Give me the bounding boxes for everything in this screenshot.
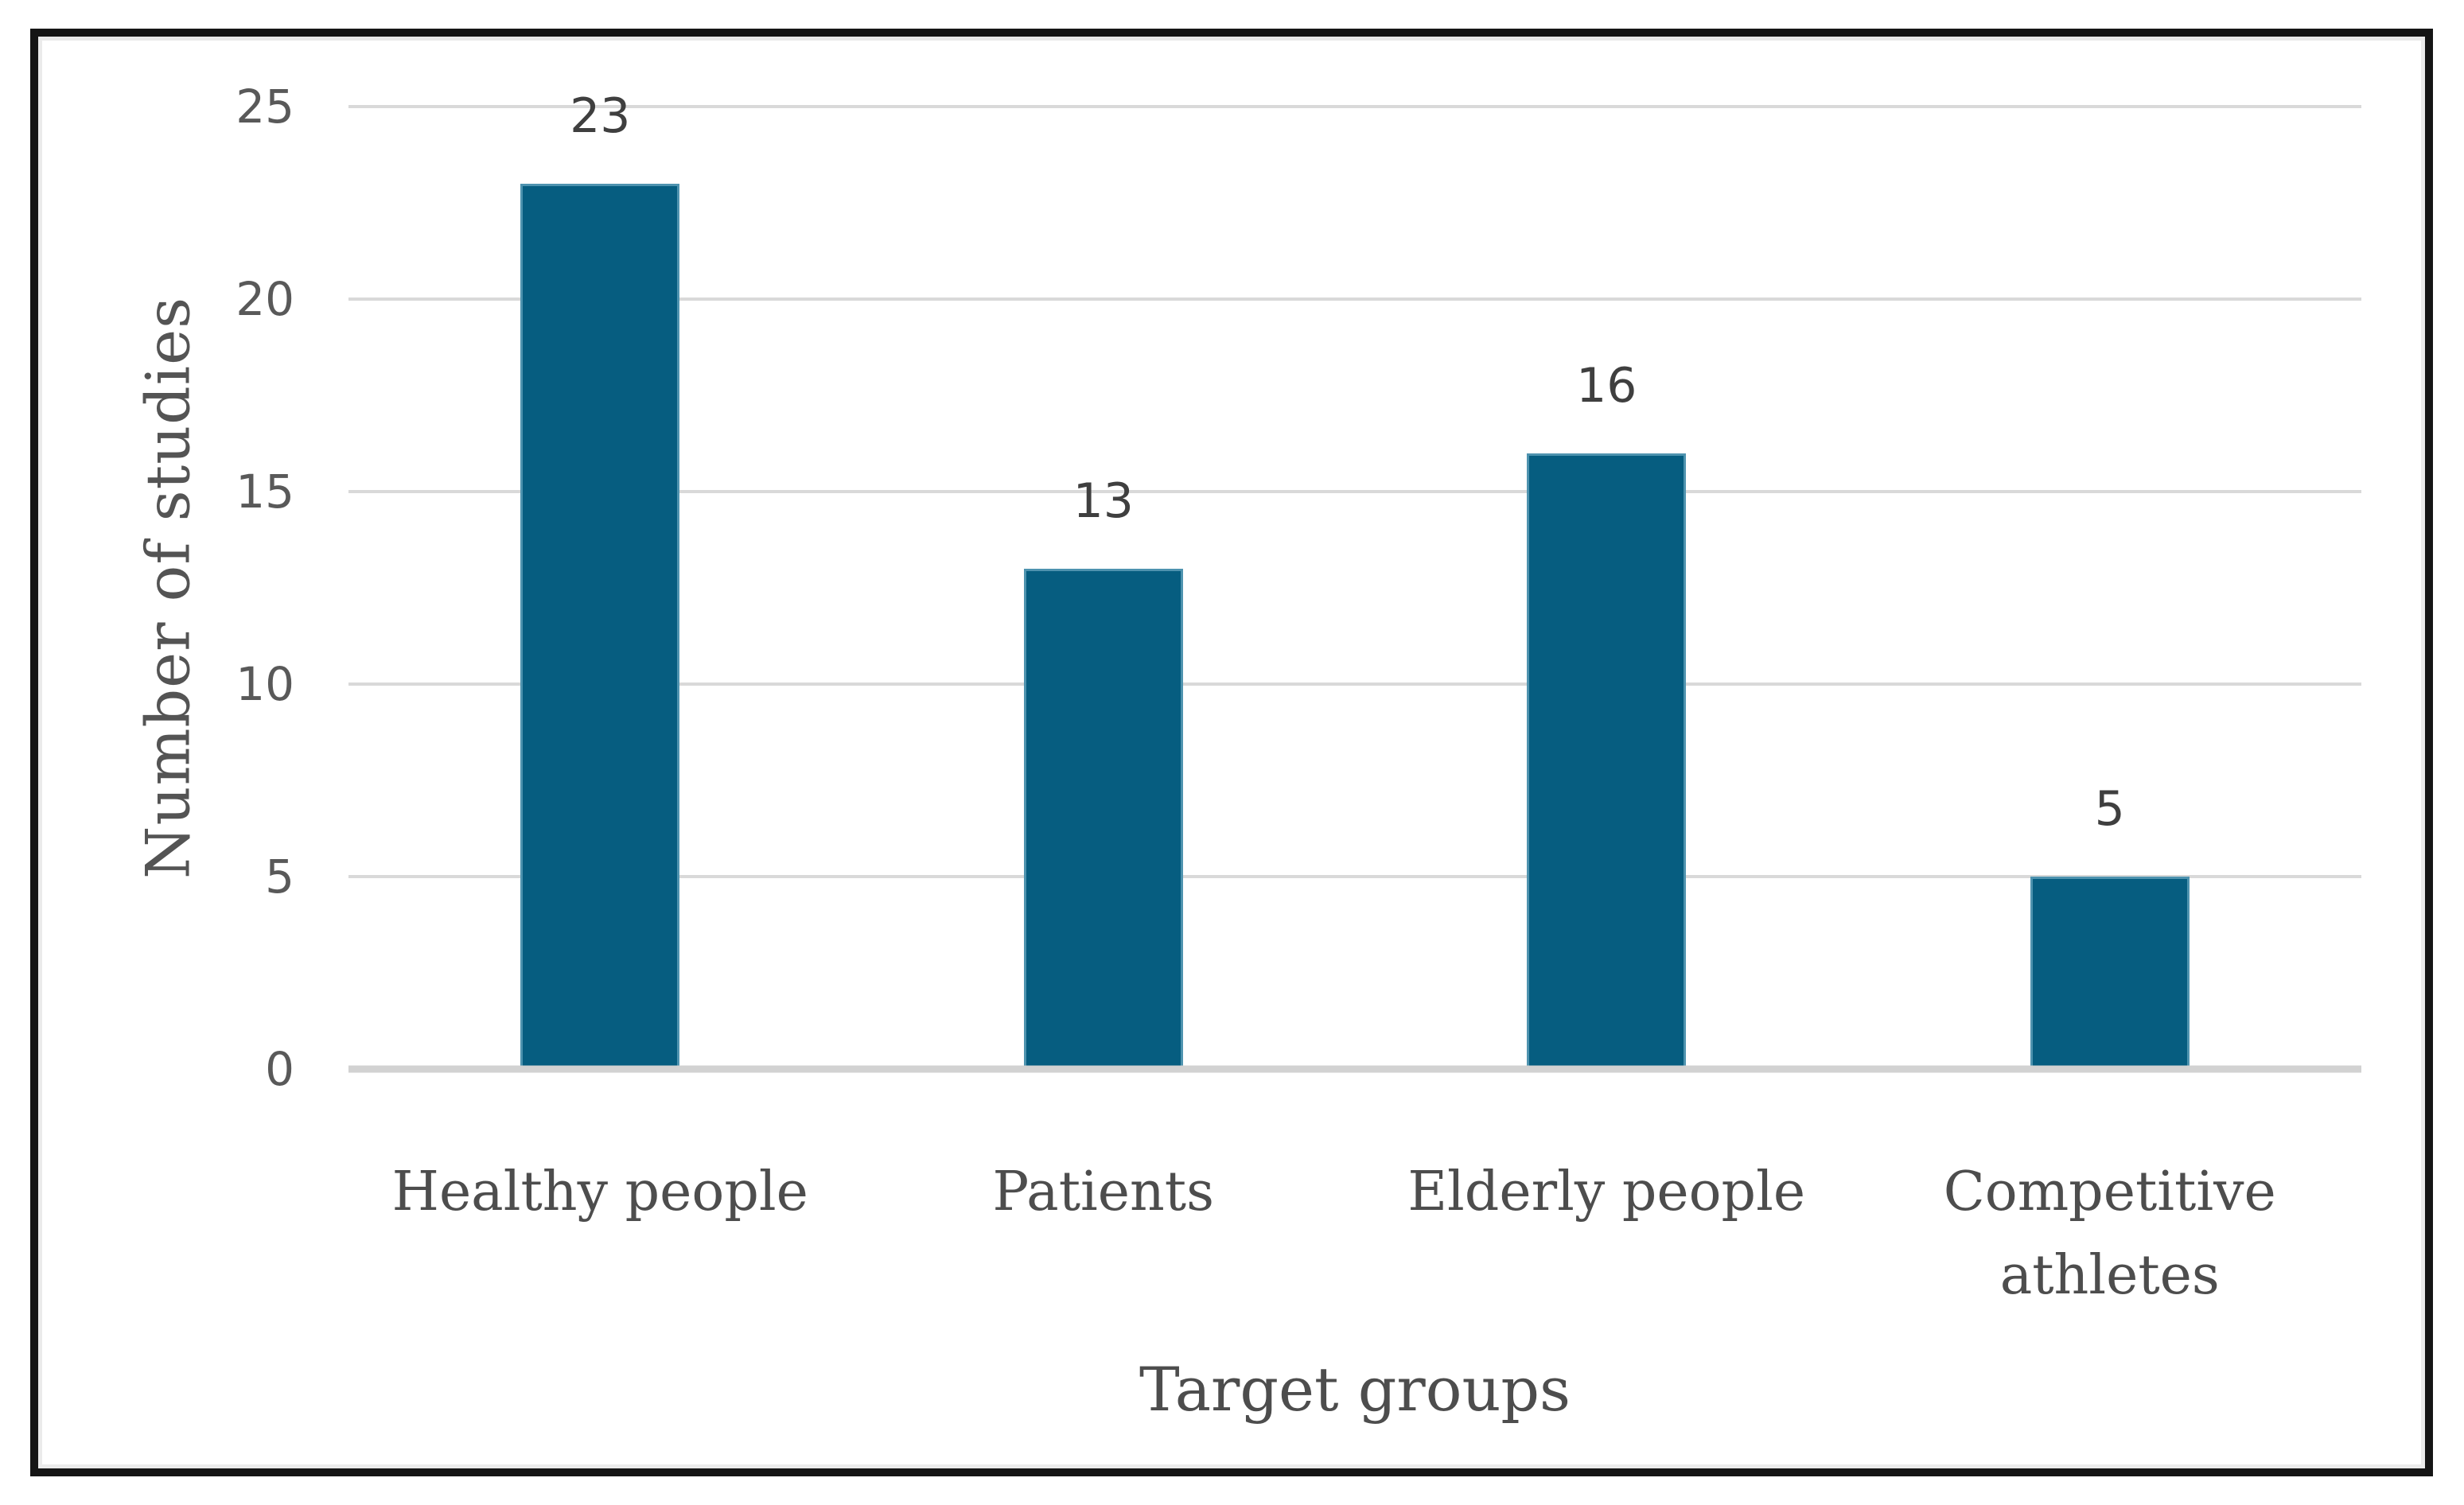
y-tick-label-0: 0 (265, 1042, 294, 1096)
y-axis-title: Number of studies (132, 296, 204, 880)
category-cell-elderly-people: Elderly people (1355, 1150, 1859, 1318)
y-tick-label-10: 10 (236, 657, 294, 711)
bar-healthy-people (520, 183, 680, 1069)
plot-area: 0 5 10 15 20 25 23 13 16 5 (236, 84, 2361, 1092)
x-axis-category-labels: Healthy people Patients Elderly people Comp… (348, 1150, 2361, 1318)
category-label-elderly-people: Elderly people (1407, 1161, 1806, 1223)
y-tick-label-25: 25 (236, 80, 294, 134)
chart-frame: Number of studies 0 5 10 15 20 25 23 13 16 5 Heal… (30, 29, 2433, 1476)
data-label-healthy-people: 23 (570, 88, 631, 144)
bar-elderly-people (1527, 453, 1687, 1069)
gridline-10 (348, 682, 2361, 686)
gridline-25 (348, 105, 2361, 108)
y-tick-label-5: 5 (265, 850, 294, 904)
category-cell-competitive-athletes: Competitive athletes (1859, 1150, 2362, 1318)
gridline-5 (348, 875, 2361, 878)
gridline-15 (348, 490, 2361, 493)
category-label-healthy-people: Healthy people (391, 1161, 808, 1223)
data-label-patients: 13 (1072, 472, 1134, 529)
y-tick-label-20: 20 (236, 272, 294, 326)
bar-patients (1023, 568, 1183, 1069)
category-cell-healthy-people: Healthy people (348, 1150, 852, 1318)
gridline-20 (348, 298, 2361, 301)
category-label-competitive-athletes: Competitive athletes (1943, 1161, 2276, 1308)
y-tick-label-15: 15 (236, 465, 294, 519)
category-label-patients: Patients (992, 1161, 1215, 1223)
category-cell-patients: Patients (852, 1150, 1356, 1318)
data-label-competitive-athletes: 5 (2094, 781, 2125, 837)
x-axis-title: Target groups (1139, 1354, 1571, 1425)
data-label-elderly-people: 16 (1576, 357, 1637, 414)
bar-competitive-athletes (2030, 877, 2190, 1069)
x-axis-line (348, 1065, 2361, 1073)
